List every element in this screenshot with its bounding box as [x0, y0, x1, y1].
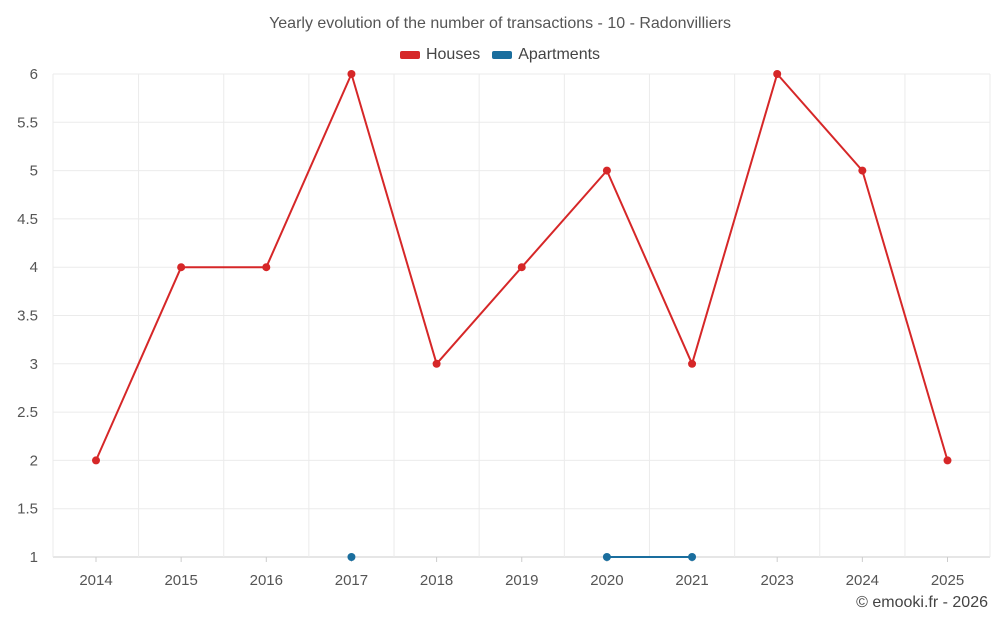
x-tick-label: 2021 — [675, 572, 708, 589]
data-point-houses — [858, 166, 867, 175]
data-point-houses — [432, 359, 441, 368]
y-tick-label: 2 — [30, 452, 38, 469]
x-tick-label: 2019 — [505, 572, 538, 589]
x-tick-label: 2014 — [79, 572, 112, 589]
x-tick-label: 2016 — [250, 572, 283, 589]
y-tick-label: 3.5 — [17, 308, 38, 325]
legend-swatch-houses — [399, 51, 420, 59]
data-point-houses — [773, 70, 782, 78]
x-tick-label: 2025 — [931, 572, 964, 589]
data-point-apartments — [602, 553, 611, 561]
data-point-houses — [262, 263, 271, 272]
x-tick-label: 2015 — [164, 572, 197, 589]
legend-swatch-apartments — [492, 51, 513, 59]
y-tick-label: 1.5 — [17, 501, 38, 518]
y-axis-ticks: 1 1.5 2 2.5 3 3.5 4 4.5 5 5.5 6 — [17, 66, 38, 566]
y-tick-label: 3 — [30, 356, 38, 373]
data-point-houses — [92, 456, 100, 465]
y-tick-label: 6 — [30, 66, 38, 83]
y-tick-label: 1 — [30, 549, 38, 566]
data-point-houses — [347, 70, 356, 78]
data-point-houses — [177, 263, 186, 272]
data-point-apartments — [688, 553, 697, 561]
legend-item-houses[interactable]: Houses — [399, 46, 481, 64]
x-tick-label: 2020 — [590, 572, 623, 589]
x-tick-label: 2018 — [420, 572, 453, 589]
x-axis-ticks: 2014 2015 2016 2017 2018 2019 2020 2021 2023 2024… — [79, 572, 964, 589]
legend-label-apartments: Apartments — [518, 46, 601, 63]
legend-label-houses: Houses — [425, 46, 481, 63]
chart-title: Yearly evolution of the number of transa… — [269, 15, 731, 32]
y-tick-label: 4.5 — [17, 211, 38, 228]
y-tick-label: 2.5 — [17, 404, 38, 421]
data-point-houses — [688, 359, 697, 368]
data-point-houses — [517, 263, 526, 272]
data-point-houses — [943, 456, 952, 465]
legend: Houses Apartments — [0, 46, 1000, 64]
y-tick-label: 4 — [30, 259, 38, 276]
copyright-credit: © emooki.fr - 2026 — [856, 594, 988, 611]
x-tick-label: 2017 — [335, 572, 368, 589]
y-tick-label: 5.5 — [17, 114, 38, 131]
x-tick-label: 2023 — [761, 572, 794, 589]
data-series — [92, 70, 952, 561]
y-tick-label: 5 — [30, 163, 38, 180]
data-point-houses — [602, 166, 611, 175]
grid-lines — [52, 73, 991, 562]
legend-item-apartments[interactable]: Apartments — [492, 46, 600, 64]
x-tick-label: 2024 — [846, 572, 879, 589]
data-point-apartments — [347, 553, 356, 561]
